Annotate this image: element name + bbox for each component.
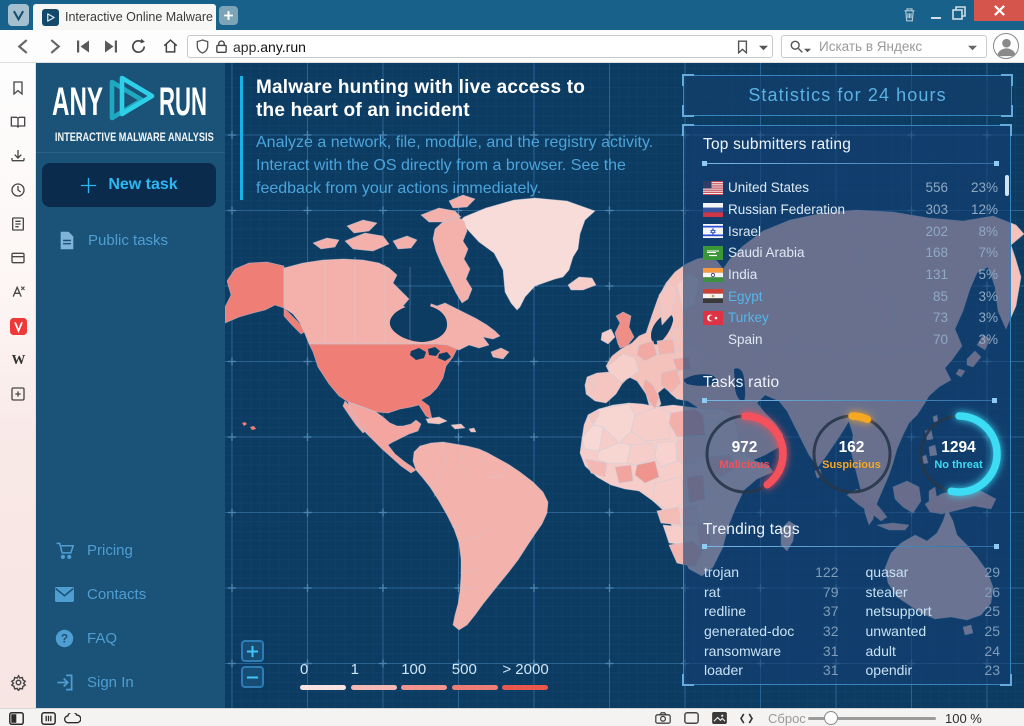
svg-text:?: ?: [61, 631, 68, 645]
svg-text:ANY: ANY: [52, 80, 103, 124]
svg-text:RUN: RUN: [159, 80, 207, 124]
svg-text:W: W: [12, 352, 26, 367]
